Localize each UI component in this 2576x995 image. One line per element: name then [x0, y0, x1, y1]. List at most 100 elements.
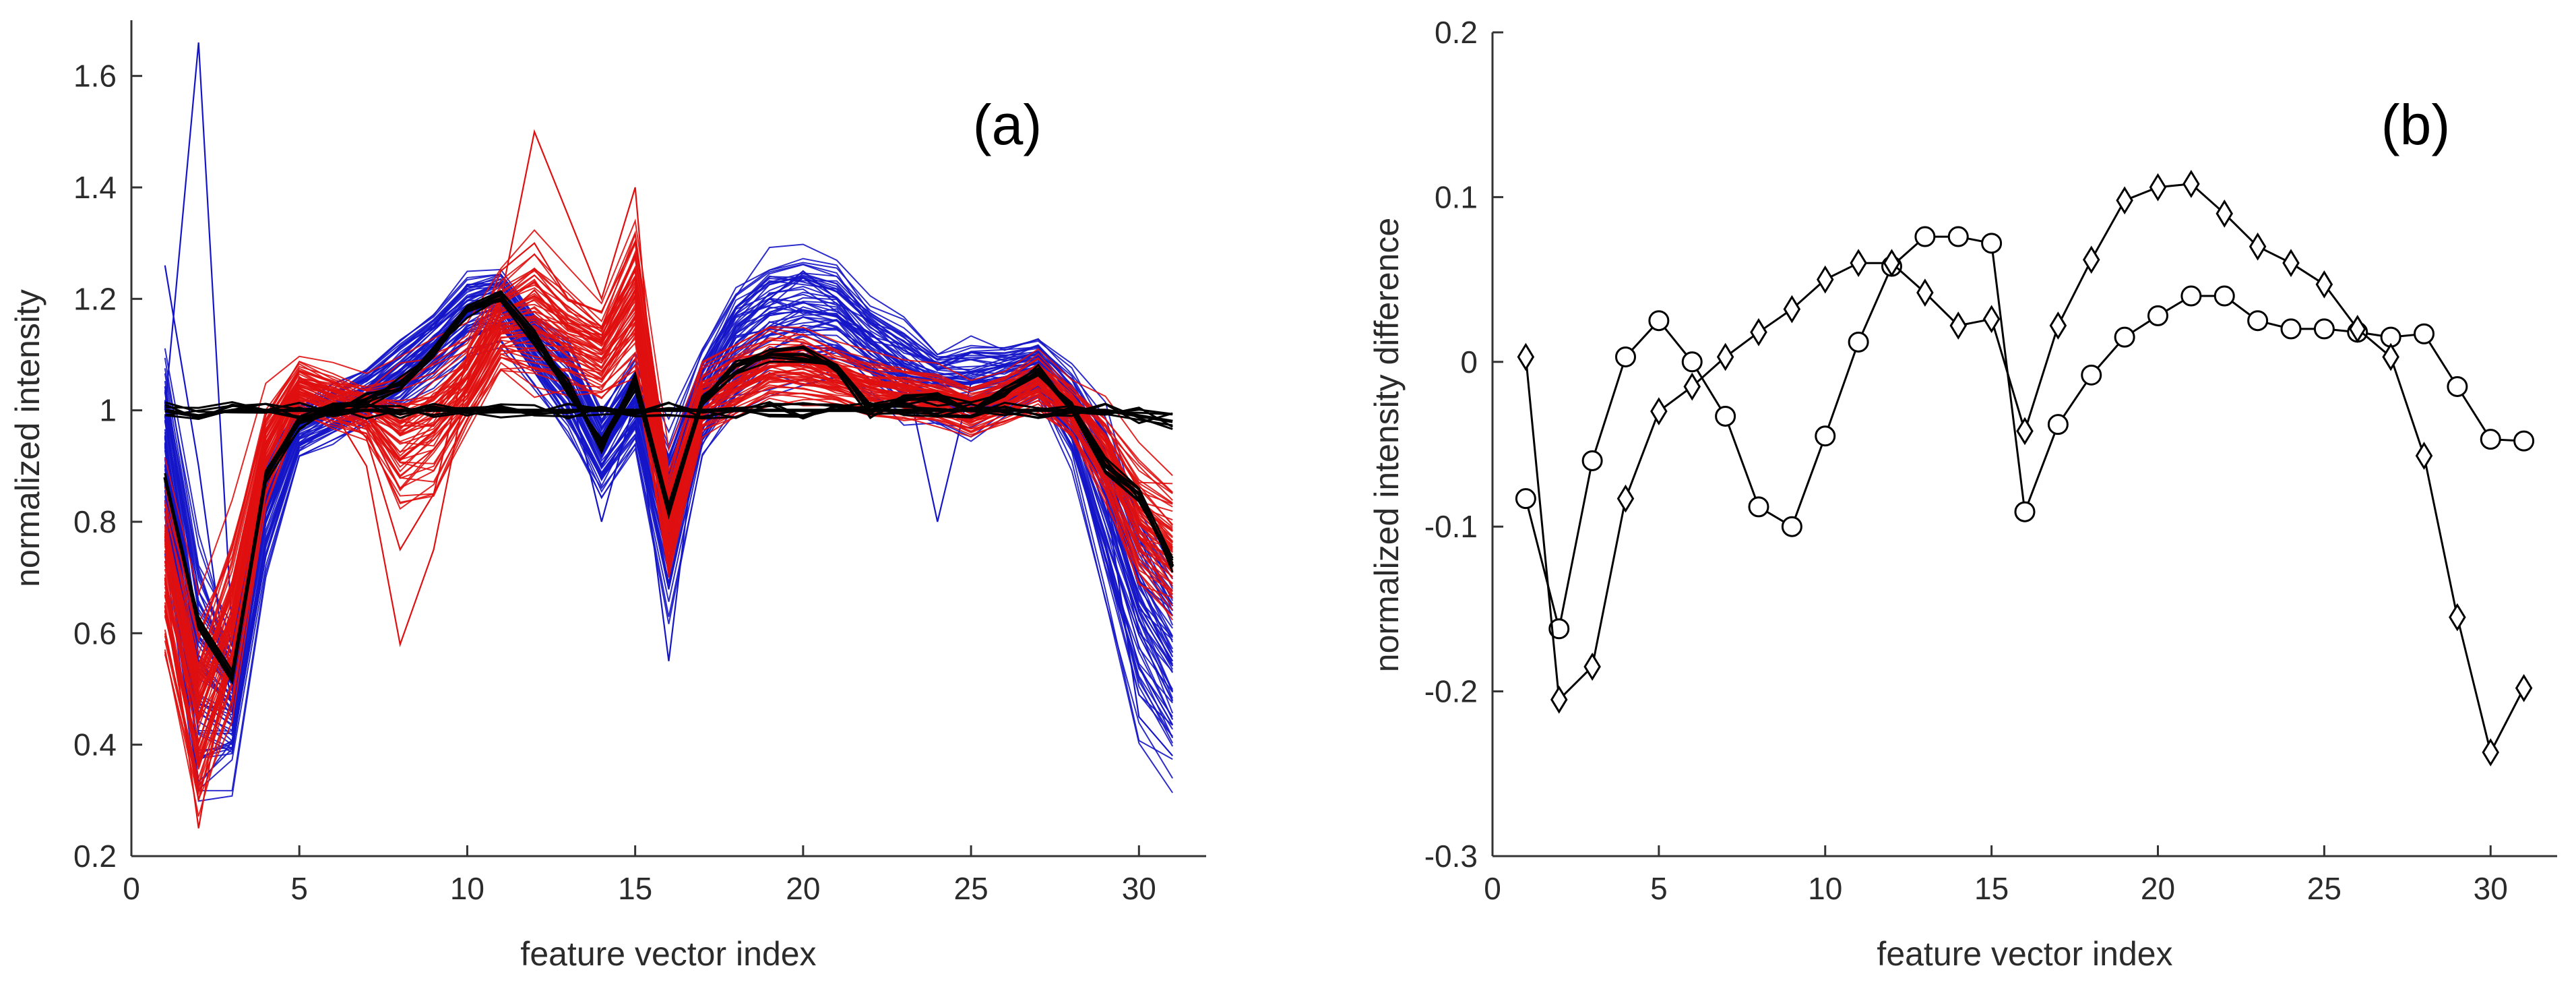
panel-b-circle-marker: [1515, 488, 1536, 510]
panel-b-diamond-marker: [1683, 372, 1701, 401]
panel-b-circle-marker: [2414, 323, 2434, 344]
panel-b-diamond-marker: [1982, 305, 2001, 334]
panel-b-circle-marker: [1947, 226, 1969, 247]
panel-a-y-tick-label: 0.4: [73, 727, 117, 762]
panel-a-red-series-line: [164, 241, 1173, 625]
panel-a: 0 5 10 15 20 25 30 0.2 0.4 0.6 0.8 1 1.2 1.4 1.6 feat…: [9, 20, 1206, 973]
panel-a-x-tick-label: 0: [123, 871, 140, 906]
panel-b-diamond-marker: [1583, 653, 1601, 681]
panel-b-circle-marker: [1981, 233, 2003, 254]
panel-b-diamond-marker: [1550, 685, 1568, 714]
panel-b-x-tick-label: 20: [2141, 871, 2175, 906]
panel-b-y-tick-label: 0.1: [1435, 179, 1478, 214]
panel-b-circle-marker: [1648, 310, 1670, 332]
panel-b-circle-marker: [2081, 364, 2102, 386]
panel-b-diamond-marker: [2315, 270, 2333, 299]
panel-a-y-ticks: 0.2 0.4 0.6 0.8 1 1.2 1.4 1.6: [73, 59, 142, 874]
panel-a-red-series-line: [164, 295, 1173, 702]
panel-b-diamond-marker: [1616, 484, 1635, 513]
panel-b-circle-marker: [1615, 346, 1636, 367]
panel-a-mean-line-variant: [164, 401, 1173, 427]
panel-b-circle-marker: [2313, 318, 2335, 340]
panel-a-red-series-line: [164, 218, 1173, 597]
panel-b-diamond-marker: [2016, 417, 2034, 446]
panel-b-circle-marker: [2047, 414, 2069, 435]
panel-b-y-tick-label: -0.3: [1424, 839, 1478, 874]
panel-a-x-ticks: 0 5 10 15 20 25 30: [123, 845, 1156, 906]
panel-a-x-tick-label: 30: [1122, 871, 1156, 906]
panel-b-x-axis-label: feature vector index: [1877, 935, 2172, 973]
panel-b-diamond-marker: [2149, 173, 2167, 202]
panel-b-diamond-marker: [1750, 318, 1767, 346]
panel-b-circle-marker: [2513, 430, 2535, 452]
panel-b-diamond-marker: [1949, 311, 1968, 340]
panel-b-circle-marker: [2147, 305, 2168, 326]
panel-b-diamond-marker: [2348, 315, 2366, 343]
panel-b-data: [1515, 169, 2535, 766]
panel-b-circle-marker: [1681, 351, 1703, 373]
panel-a-label: (a): [973, 93, 1042, 156]
panel-b-label: (b): [2381, 93, 2451, 156]
panel-b-diamond-marker: [2182, 169, 2200, 198]
panel-b-y-axis-label: normalized intensity difference: [1368, 218, 1406, 672]
panel-a-data: [163, 42, 1174, 828]
panel-b-y-tick-label: 0.2: [1435, 15, 1478, 50]
panel-b-x-tick-label: 30: [2474, 871, 2508, 906]
panel-b-diamond-marker: [2216, 199, 2234, 228]
panel-b-circle-marker: [1914, 226, 1936, 247]
panel-b-diamond-marker: [2482, 738, 2500, 766]
panel-a-y-tick-label: 1.4: [73, 170, 117, 205]
panel-b-x-tick-label: 0: [1484, 871, 1501, 906]
panel-b-diamond-marker: [2515, 673, 2533, 702]
panel-b-diamond-marker: [2116, 186, 2133, 215]
panel-b-diamond-marker: [1916, 278, 1934, 307]
panel-a-y-tick-label: 0.2: [73, 839, 117, 874]
panel-a-y-tick-label: 0.6: [73, 615, 117, 651]
panel-b-circle-marker: [2447, 375, 2468, 397]
panel-b-circle-marker: [2247, 310, 2269, 332]
panel-b-diamond-marker: [1783, 295, 1801, 324]
panel-b-circle-marker: [2014, 501, 2036, 522]
panel-b-y-ticks: -0.3 -0.2 -0.1 0 0.1 0.2: [1424, 15, 1503, 874]
panel-b-x-ticks: 0 5 10 15 20 25 30: [1484, 845, 2508, 906]
panel-b-diamond-marker: [1716, 342, 1734, 371]
panel-a-y-tick-label: 1.6: [73, 59, 117, 94]
panel-b-diamond-marker: [2049, 311, 2067, 340]
panel-a-x-tick-label: 15: [618, 871, 652, 906]
panel-b: 0 5 10 15 20 25 30 -0.3 -0.2 -0.1 0 0.1 0.2 feature…: [1368, 15, 2557, 973]
panel-b-circle-marker: [1815, 425, 1836, 447]
panel-a-y-tick-label: 1.2: [73, 281, 117, 316]
panel-b-diamond-marker: [2249, 232, 2267, 261]
panel-a-red-series-line: [164, 357, 1173, 792]
panel-b-circle-marker: [1781, 516, 1802, 537]
panel-a-mean-line: [164, 409, 1173, 423]
panel-b-circle-marker: [2280, 318, 2302, 340]
panel-b-diamond-marker: [2082, 245, 2100, 274]
panel-a-red-series-line: [164, 239, 1173, 638]
panel-b-circle-marker: [2480, 429, 2501, 450]
panel-b-diamond-marker: [1850, 249, 1867, 278]
panel-b-diamond-marker: [2282, 249, 2300, 278]
panel-b-circle-marker: [1548, 618, 1570, 640]
panel-b-diamond-marker: [1650, 397, 1668, 425]
panel-b-circle-marker: [2213, 285, 2235, 307]
panel-b-circle-marker: [1848, 331, 1869, 353]
panel-a-blue-series-line: [164, 346, 1174, 802]
panel-b-x-tick-label: 25: [2307, 871, 2342, 906]
panel-b-diamond-marker: [2382, 342, 2399, 371]
panel-b-y-tick-label: -0.1: [1424, 509, 1478, 544]
panel-a-red-outlier-line: [164, 242, 1173, 801]
panel-b-y-tick-label: 0: [1460, 344, 1478, 380]
panel-b-circle-marker: [1748, 496, 1769, 518]
panel-b-diamond-marker: [1816, 265, 1834, 294]
panel-b-diamond-marker: [2415, 442, 2433, 470]
panel-a-y-tick-label: 0.8: [73, 504, 117, 539]
panel-b-diamond-marker: [1517, 342, 1535, 371]
panel-b-x-tick-label: 10: [1808, 871, 1842, 906]
panel-a-x-tick-label: 10: [450, 871, 484, 906]
panel-a-x-tick-label: 25: [954, 871, 988, 906]
panel-b-x-tick-label: 5: [1650, 871, 1668, 906]
panel-a-y-axis-label: normalized intensity: [9, 289, 46, 587]
panel-b-diamond-marker: [2449, 603, 2466, 632]
